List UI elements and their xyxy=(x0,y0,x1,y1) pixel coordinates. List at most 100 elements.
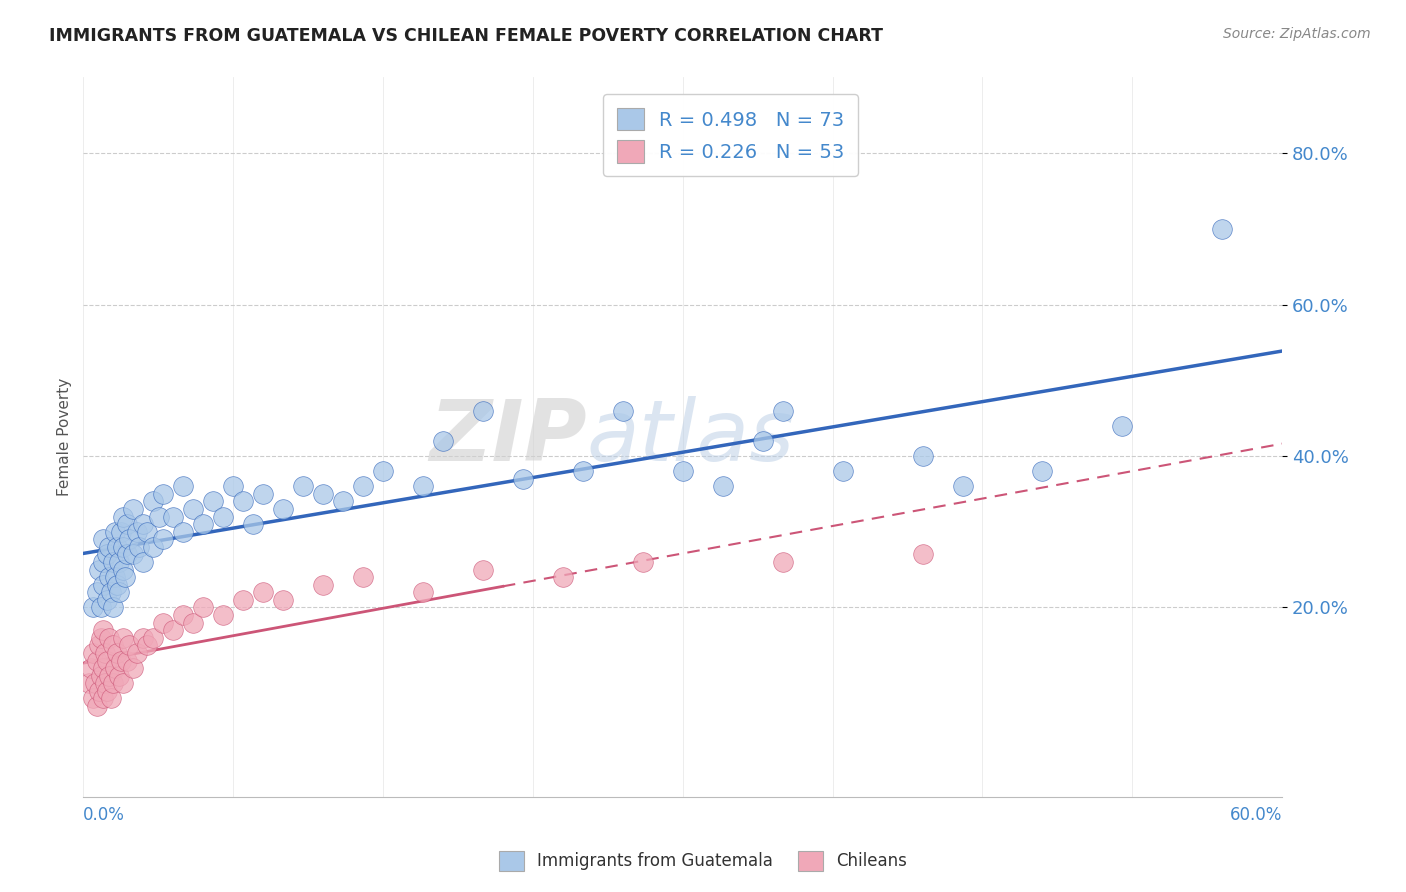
Point xyxy=(152,615,174,630)
Point xyxy=(105,578,128,592)
Point xyxy=(104,524,127,539)
Point xyxy=(181,502,204,516)
Point xyxy=(772,555,794,569)
Point xyxy=(172,479,194,493)
Point xyxy=(412,479,434,493)
Point xyxy=(98,668,121,682)
Text: atlas: atlas xyxy=(586,396,794,479)
Point xyxy=(94,676,117,690)
Point xyxy=(271,593,294,607)
Point xyxy=(112,540,135,554)
Point xyxy=(132,517,155,532)
Point xyxy=(127,524,149,539)
Point xyxy=(252,585,274,599)
Point xyxy=(84,676,107,690)
Point xyxy=(108,555,131,569)
Point xyxy=(292,479,315,493)
Point xyxy=(122,502,145,516)
Point xyxy=(96,653,118,667)
Point xyxy=(672,464,695,478)
Point xyxy=(128,540,150,554)
Point xyxy=(103,600,125,615)
Point xyxy=(79,676,101,690)
Point xyxy=(91,691,114,706)
Point xyxy=(1211,222,1233,236)
Point xyxy=(91,555,114,569)
Text: ZIP: ZIP xyxy=(429,396,586,479)
Point xyxy=(132,631,155,645)
Point xyxy=(117,517,139,532)
Point xyxy=(232,494,254,508)
Point xyxy=(117,653,139,667)
Point xyxy=(612,403,634,417)
Point xyxy=(105,540,128,554)
Point xyxy=(711,479,734,493)
Point xyxy=(162,509,184,524)
Point xyxy=(232,593,254,607)
Point xyxy=(181,615,204,630)
Point xyxy=(100,585,122,599)
Point xyxy=(551,570,574,584)
Y-axis label: Female Poverty: Female Poverty xyxy=(58,378,72,496)
Point xyxy=(222,479,245,493)
Point xyxy=(98,570,121,584)
Point xyxy=(142,631,165,645)
Point xyxy=(91,624,114,638)
Legend: Immigrants from Guatemala, Chileans: Immigrants from Guatemala, Chileans xyxy=(491,842,915,880)
Point xyxy=(114,570,136,584)
Point xyxy=(80,661,103,675)
Point xyxy=(142,494,165,508)
Point xyxy=(90,600,112,615)
Point xyxy=(89,683,111,698)
Point xyxy=(202,494,225,508)
Point xyxy=(96,593,118,607)
Point xyxy=(312,578,335,592)
Point xyxy=(193,600,215,615)
Point xyxy=(352,479,374,493)
Point xyxy=(127,646,149,660)
Point xyxy=(112,631,135,645)
Point xyxy=(89,563,111,577)
Point xyxy=(136,638,159,652)
Point xyxy=(112,563,135,577)
Point xyxy=(90,631,112,645)
Point xyxy=(82,691,104,706)
Point xyxy=(572,464,595,478)
Point xyxy=(108,668,131,682)
Point xyxy=(86,585,108,599)
Point xyxy=(212,509,235,524)
Point xyxy=(132,555,155,569)
Point xyxy=(105,646,128,660)
Point xyxy=(432,434,454,448)
Point xyxy=(110,524,132,539)
Point xyxy=(89,638,111,652)
Point xyxy=(118,638,141,652)
Point xyxy=(142,540,165,554)
Point xyxy=(86,698,108,713)
Point xyxy=(1111,418,1133,433)
Point xyxy=(91,578,114,592)
Point xyxy=(242,517,264,532)
Point xyxy=(90,668,112,682)
Point xyxy=(91,533,114,547)
Point xyxy=(193,517,215,532)
Point xyxy=(172,608,194,623)
Point xyxy=(471,563,494,577)
Point xyxy=(100,691,122,706)
Point xyxy=(86,653,108,667)
Point xyxy=(911,548,934,562)
Text: IMMIGRANTS FROM GUATEMALA VS CHILEAN FEMALE POVERTY CORRELATION CHART: IMMIGRANTS FROM GUATEMALA VS CHILEAN FEM… xyxy=(49,27,883,45)
Point xyxy=(112,676,135,690)
Point xyxy=(271,502,294,516)
Point xyxy=(108,585,131,599)
Point xyxy=(312,487,335,501)
Point xyxy=(82,646,104,660)
Point xyxy=(94,646,117,660)
Point xyxy=(631,555,654,569)
Point xyxy=(252,487,274,501)
Point xyxy=(471,403,494,417)
Point xyxy=(332,494,354,508)
Point xyxy=(98,540,121,554)
Point xyxy=(152,533,174,547)
Text: Source: ZipAtlas.com: Source: ZipAtlas.com xyxy=(1223,27,1371,41)
